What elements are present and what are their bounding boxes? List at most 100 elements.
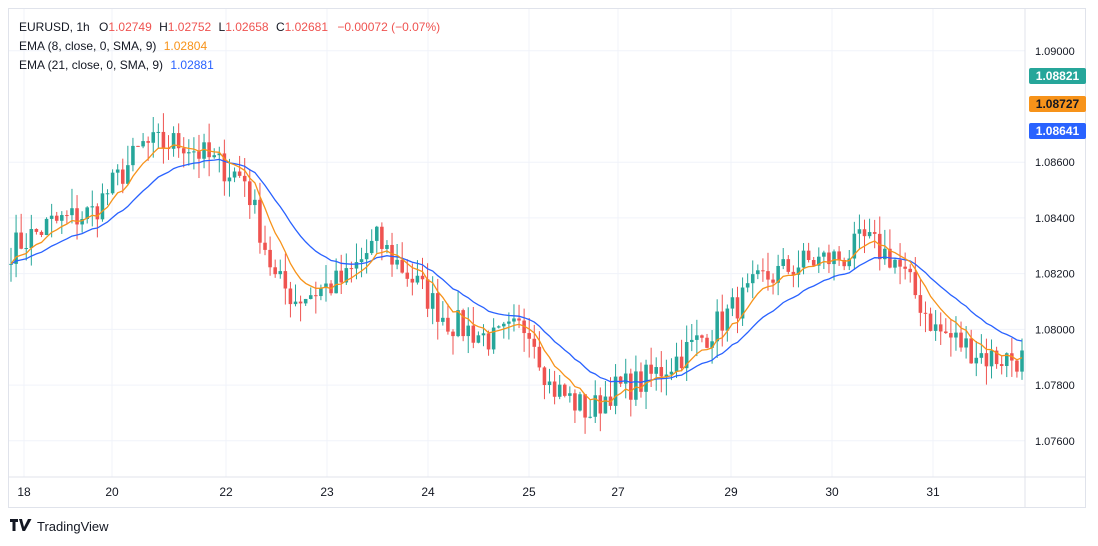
candle-body [984, 353, 989, 367]
candle-body [248, 181, 252, 206]
candle-body [745, 283, 750, 288]
candle-body [283, 271, 288, 289]
ema-slow-line [10, 158, 1023, 384]
candle-body [390, 244, 394, 265]
candle-body [659, 367, 664, 377]
candle-body [791, 271, 796, 275]
ema-slow-legend[interactable]: EMA (21, close, 0, SMA, 9) 1.02881 [19, 57, 214, 73]
candle-body [674, 356, 679, 372]
candle-body [222, 153, 227, 182]
candle-body [679, 356, 684, 369]
candle-body [593, 395, 598, 417]
candle-body [110, 172, 115, 194]
candle-body [126, 165, 130, 184]
candle-body [964, 338, 968, 348]
candle-body [898, 259, 902, 267]
y-tick-label: 1.08400 [1035, 213, 1075, 225]
candle-body [192, 151, 196, 153]
candle-body [618, 376, 623, 384]
candle-body [822, 252, 826, 257]
x-tick-label: 31 [926, 485, 940, 499]
brand[interactable]: TradingView [10, 518, 109, 534]
candle-body [258, 199, 262, 243]
candle-body [750, 274, 755, 284]
candle-body [131, 145, 135, 166]
candle-body [298, 301, 303, 304]
candle-body [156, 131, 161, 133]
candle-body [435, 293, 440, 322]
y-tick-label: 1.08200 [1035, 269, 1075, 281]
candle-body [476, 335, 481, 343]
candle-body [212, 155, 216, 158]
candle-body [877, 233, 882, 260]
candle-body [562, 384, 567, 396]
candle-body [806, 250, 811, 261]
candle-body [949, 333, 953, 338]
ema-slow-price-tag: 1.08641 [1029, 123, 1086, 139]
candle-body [700, 335, 704, 338]
candle-body [883, 248, 887, 260]
legend-open-label: O [99, 20, 109, 34]
candle-body [537, 346, 542, 368]
ema-slow-value: 1.02881 [170, 58, 214, 72]
candle-body [54, 215, 59, 221]
candle-body [100, 193, 105, 220]
candle-body [151, 132, 156, 143]
candle-body [969, 338, 973, 364]
candle-body [583, 394, 587, 418]
legend-close-value: 1.02681 [284, 20, 329, 34]
x-tick-label: 20 [105, 485, 119, 499]
candle-body [49, 215, 54, 219]
candle-body [227, 177, 232, 182]
candle-body [268, 249, 272, 268]
y-tick-label: 1.08600 [1035, 157, 1075, 169]
candle-body [944, 331, 948, 334]
candle-body [842, 259, 846, 267]
candle-body [237, 171, 242, 176]
candle-body [354, 262, 359, 269]
candle-body [578, 394, 582, 411]
candle-body [928, 313, 933, 331]
ema-fast-legend[interactable]: EMA (8, close, 0, SMA, 9) 1.02804 [19, 38, 207, 54]
candle-body [202, 142, 206, 159]
candle-body [588, 416, 592, 418]
candle-body [512, 318, 516, 322]
y-tick-label: 1.07600 [1035, 436, 1075, 448]
candle-body [649, 364, 653, 374]
candle-body [776, 265, 780, 283]
ema-fast-line [10, 144, 1023, 403]
candle-body [141, 141, 145, 147]
candle-body [293, 301, 298, 305]
candle-body [446, 317, 450, 332]
candle-body [29, 229, 34, 249]
candle-body [60, 215, 64, 221]
candle-body [207, 142, 211, 158]
candle-body [278, 271, 283, 275]
candle-body [547, 381, 552, 386]
candle-body [781, 259, 785, 266]
candle-body [176, 133, 181, 149]
candle-body [705, 337, 709, 348]
candle-body [415, 275, 420, 283]
candle-body [532, 338, 537, 347]
candle-body [115, 169, 120, 173]
ema-fast-price-tag: 1.08727 [1029, 96, 1086, 112]
candle-body [644, 364, 648, 392]
legend-high-value: 1.02752 [167, 20, 212, 34]
candle-body [771, 279, 775, 283]
candle-body [425, 279, 430, 309]
x-tick-label: 23 [320, 485, 334, 499]
candle-body [349, 268, 354, 270]
candle-body [1004, 353, 1009, 367]
last-price-tag: 1.08821 [1029, 68, 1086, 84]
candle-body [989, 350, 994, 367]
candle-body [70, 208, 74, 216]
legend-interval: 1h [76, 20, 90, 34]
candle-body [857, 229, 862, 234]
candle-body [740, 287, 745, 319]
candle-body [639, 371, 643, 392]
candle-body [308, 295, 313, 299]
candle-body [120, 169, 125, 184]
candle-body [710, 341, 714, 348]
